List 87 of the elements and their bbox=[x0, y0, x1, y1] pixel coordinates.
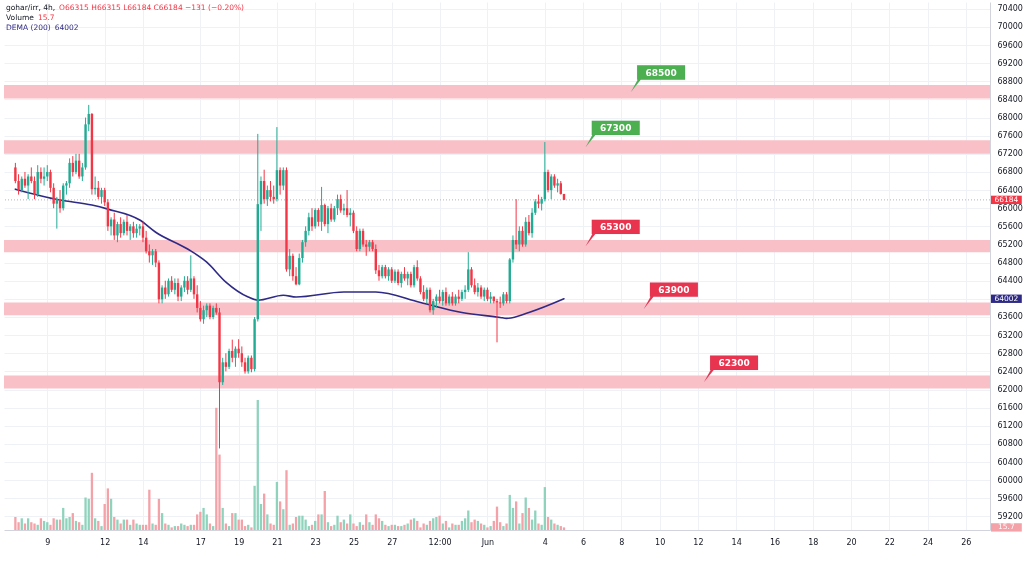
x-tick-label: 16 bbox=[769, 537, 781, 547]
y-tick-label: 68800 bbox=[997, 76, 1023, 86]
candlestick bbox=[317, 207, 320, 227]
bar bbox=[100, 526, 103, 530]
x-tick-label: 19 bbox=[234, 537, 245, 547]
bar bbox=[119, 523, 122, 530]
y-tick-label: 70400 bbox=[997, 4, 1023, 14]
x-tick-label: 4 bbox=[542, 537, 548, 547]
y-tick-label: 65200 bbox=[997, 239, 1023, 249]
y-tick-label: 64800 bbox=[997, 258, 1023, 268]
x-tick-label: 20 bbox=[846, 537, 857, 547]
y-tick-label: 69600 bbox=[997, 40, 1023, 50]
x-tick-label: 27 bbox=[387, 537, 398, 547]
candlestick bbox=[521, 225, 524, 248]
bar bbox=[132, 519, 135, 530]
candlestick bbox=[320, 186, 323, 232]
candlestick bbox=[221, 357, 224, 386]
x-tick-label: 10 bbox=[655, 537, 666, 547]
y-tick-label: 62000 bbox=[997, 385, 1023, 394]
candlestick bbox=[116, 221, 119, 243]
bar bbox=[304, 519, 307, 530]
candlestick bbox=[26, 173, 30, 200]
band-label: 67300 bbox=[600, 123, 632, 134]
x-tick-label: 14 bbox=[138, 537, 149, 547]
x-tick-label: 25 bbox=[348, 537, 360, 547]
y-tick-label: 60400 bbox=[997, 457, 1023, 467]
x-tick-label: 12:00 bbox=[428, 537, 452, 547]
y-tick-label: 66400 bbox=[997, 185, 1023, 195]
y-tick-label: 63600 bbox=[997, 312, 1023, 322]
candlestick bbox=[288, 248, 291, 277]
x-tick-label: 26 bbox=[961, 537, 972, 547]
x-tick-label: 6 bbox=[581, 537, 587, 547]
y-tick-label: 59600 bbox=[997, 493, 1023, 503]
bar bbox=[266, 514, 269, 530]
y-tick-label: 66800 bbox=[997, 167, 1023, 177]
x-tick-label: 12 bbox=[100, 537, 111, 547]
candlestick bbox=[97, 180, 100, 200]
candlestick bbox=[234, 345, 237, 368]
candlestick bbox=[55, 196, 59, 230]
y-tick-label: 62400 bbox=[997, 366, 1023, 376]
bar bbox=[521, 513, 524, 530]
x-tick-label: 21 bbox=[272, 537, 283, 547]
bar bbox=[68, 517, 71, 530]
y-tick-label: 61200 bbox=[997, 421, 1023, 431]
bar bbox=[448, 527, 451, 530]
x-tick-label: 14 bbox=[731, 537, 742, 547]
y-tick-label: 70000 bbox=[997, 22, 1023, 32]
y-tick-label: 66000 bbox=[997, 203, 1023, 213]
x-tick-label: 23 bbox=[310, 537, 321, 547]
band-label: 68500 bbox=[645, 67, 677, 78]
y-tick-label: 62800 bbox=[997, 348, 1023, 358]
bar bbox=[202, 507, 205, 530]
x-tick-label: 17 bbox=[195, 537, 206, 547]
band-label: 62300 bbox=[718, 358, 750, 369]
y-tick-label: 65600 bbox=[997, 221, 1023, 231]
candlestick bbox=[266, 185, 269, 207]
candlestick bbox=[202, 305, 205, 325]
bar bbox=[336, 515, 339, 530]
candlestick bbox=[282, 166, 285, 191]
y-tick-label: 61600 bbox=[997, 403, 1023, 413]
bar bbox=[14, 517, 17, 530]
band-label: 63900 bbox=[658, 284, 690, 295]
candlestick bbox=[186, 275, 189, 295]
y-tick-label: 59200 bbox=[997, 511, 1023, 521]
bar bbox=[562, 527, 566, 530]
band-label: 65300 bbox=[600, 222, 632, 233]
y-tick-label: 68000 bbox=[997, 113, 1023, 123]
candlestick bbox=[167, 277, 170, 298]
bar bbox=[285, 470, 288, 530]
x-tick-label: 18 bbox=[808, 537, 819, 547]
x-tick-label: 22 bbox=[884, 537, 895, 547]
y-tick-label: 60000 bbox=[997, 475, 1023, 485]
candlestick bbox=[269, 180, 272, 202]
x-tick-label: 8 bbox=[619, 537, 625, 547]
candlestick bbox=[224, 352, 228, 372]
y-tick-label: 67600 bbox=[997, 131, 1023, 141]
x-tick-label: Jun bbox=[480, 537, 495, 547]
x-tick-label: 12 bbox=[693, 537, 704, 547]
y-tick-label: 68400 bbox=[997, 94, 1023, 104]
x-tick-label: 24 bbox=[922, 537, 934, 547]
candlestick bbox=[119, 216, 122, 239]
y-tick-label: 63200 bbox=[997, 330, 1023, 340]
x-tick-label: 9 bbox=[45, 537, 51, 547]
y-tick-label: 67200 bbox=[997, 149, 1023, 159]
y-tick-label: 69200 bbox=[997, 58, 1023, 68]
y-tick-label: 60800 bbox=[997, 439, 1023, 449]
y-tick-label: 64400 bbox=[997, 276, 1023, 286]
